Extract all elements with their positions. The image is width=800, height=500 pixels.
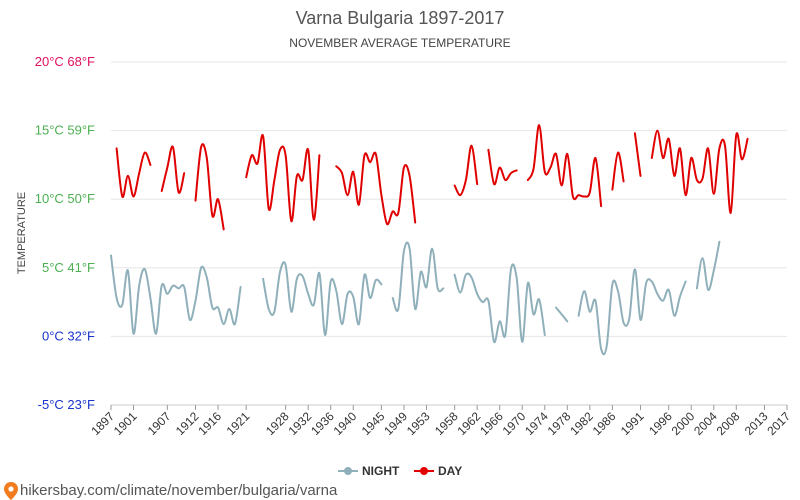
night-line-segment bbox=[453, 263, 546, 344]
day-line-segment bbox=[526, 124, 603, 208]
x-tick-label: 1921 bbox=[224, 409, 253, 438]
footer-link[interactable]: hikersbay.com/climate/november/bulgaria/… bbox=[4, 482, 338, 500]
legend-item-night[interactable]: NIGHT bbox=[338, 464, 400, 478]
night-line-segment bbox=[110, 254, 242, 335]
y-tick-label: 10°C 50°F bbox=[35, 191, 95, 206]
x-tick-label: 1986 bbox=[590, 409, 619, 438]
x-tick-label: 1907 bbox=[145, 409, 174, 438]
night-line-segment bbox=[555, 306, 569, 323]
x-tick-label: 1940 bbox=[331, 409, 360, 438]
x-tick-label: 1945 bbox=[359, 409, 388, 438]
x-tick-label: 1982 bbox=[567, 409, 596, 438]
x-tick-label: 1978 bbox=[545, 409, 574, 438]
x-tick-label: 2004 bbox=[691, 409, 720, 438]
x-tick-label: 1970 bbox=[500, 409, 529, 438]
night-line-segment bbox=[391, 241, 445, 312]
x-tick-label: 2013 bbox=[742, 409, 771, 438]
night-line-segment bbox=[577, 268, 687, 356]
day-line-segment bbox=[115, 147, 152, 198]
legend-day-marker bbox=[420, 467, 428, 475]
day-line-segment bbox=[611, 151, 625, 191]
day-line-segment bbox=[633, 132, 642, 177]
legend-night-label: NIGHT bbox=[362, 464, 400, 478]
x-tick-label: 1949 bbox=[381, 409, 410, 438]
y-tick-label: 0°C 32°F bbox=[42, 328, 95, 343]
day-line-segment bbox=[650, 129, 749, 214]
x-tick-label: 1974 bbox=[522, 409, 551, 438]
x-tick-label: 1897 bbox=[88, 409, 117, 438]
day-line-segment bbox=[453, 144, 479, 197]
y-axis-labels: 20°C 68°F 15°C 59°F 10°C 50°F 5°C 41°F 0°C 3… bbox=[35, 54, 95, 412]
series-lines bbox=[110, 124, 749, 356]
y-tick-label: 15°C 59°F bbox=[35, 123, 95, 138]
x-tick-label: 1996 bbox=[646, 409, 675, 438]
x-tick-label: 1953 bbox=[404, 409, 433, 438]
night-line-segment bbox=[262, 261, 383, 337]
x-tick-label: 1991 bbox=[618, 409, 647, 438]
x-tick-label: 1932 bbox=[286, 409, 315, 438]
series-day bbox=[115, 124, 749, 231]
legend-day-label: DAY bbox=[438, 464, 462, 478]
x-tick-label: 2000 bbox=[669, 409, 698, 438]
day-line-segment bbox=[194, 143, 225, 231]
legend: NIGHT DAY bbox=[338, 464, 462, 478]
chart-title: Varna Bulgaria 1897-2017 bbox=[296, 8, 505, 28]
x-tick-label: 1936 bbox=[308, 409, 337, 438]
x-tick-label: 2017 bbox=[764, 409, 793, 438]
day-line-segment bbox=[335, 151, 417, 226]
chart-subtitle: NOVEMBER AVERAGE TEMPERATURE bbox=[289, 36, 510, 50]
night-line-segment bbox=[695, 240, 721, 291]
x-tick-label: 1966 bbox=[477, 409, 506, 438]
day-line-segment bbox=[487, 148, 518, 186]
day-line-segment bbox=[245, 133, 321, 223]
legend-night-marker bbox=[344, 467, 352, 475]
y-tick-label: 20°C 68°F bbox=[35, 54, 95, 69]
y-tick-label: -5°C 23°F bbox=[38, 397, 95, 412]
x-tick-label: 1912 bbox=[173, 409, 202, 438]
location-pin-hole bbox=[8, 486, 14, 492]
series-night bbox=[110, 240, 721, 356]
y-tick-label: 5°C 41°F bbox=[42, 260, 95, 275]
y-axis-title: TEMPERATURE bbox=[16, 192, 28, 274]
footer-url: hikersbay.com/climate/november/bulgaria/… bbox=[20, 482, 338, 499]
x-tick-label: 2008 bbox=[714, 409, 743, 438]
x-tick-label: 1901 bbox=[111, 409, 140, 438]
x-tick-label: 1916 bbox=[195, 409, 224, 438]
legend-item-day[interactable]: DAY bbox=[414, 464, 462, 478]
grid-lines bbox=[111, 61, 787, 406]
x-tick-label: 1962 bbox=[455, 409, 484, 438]
x-tick-label: 1958 bbox=[432, 409, 461, 438]
day-line-segment bbox=[160, 145, 186, 194]
x-tick-label: 1928 bbox=[263, 409, 292, 438]
